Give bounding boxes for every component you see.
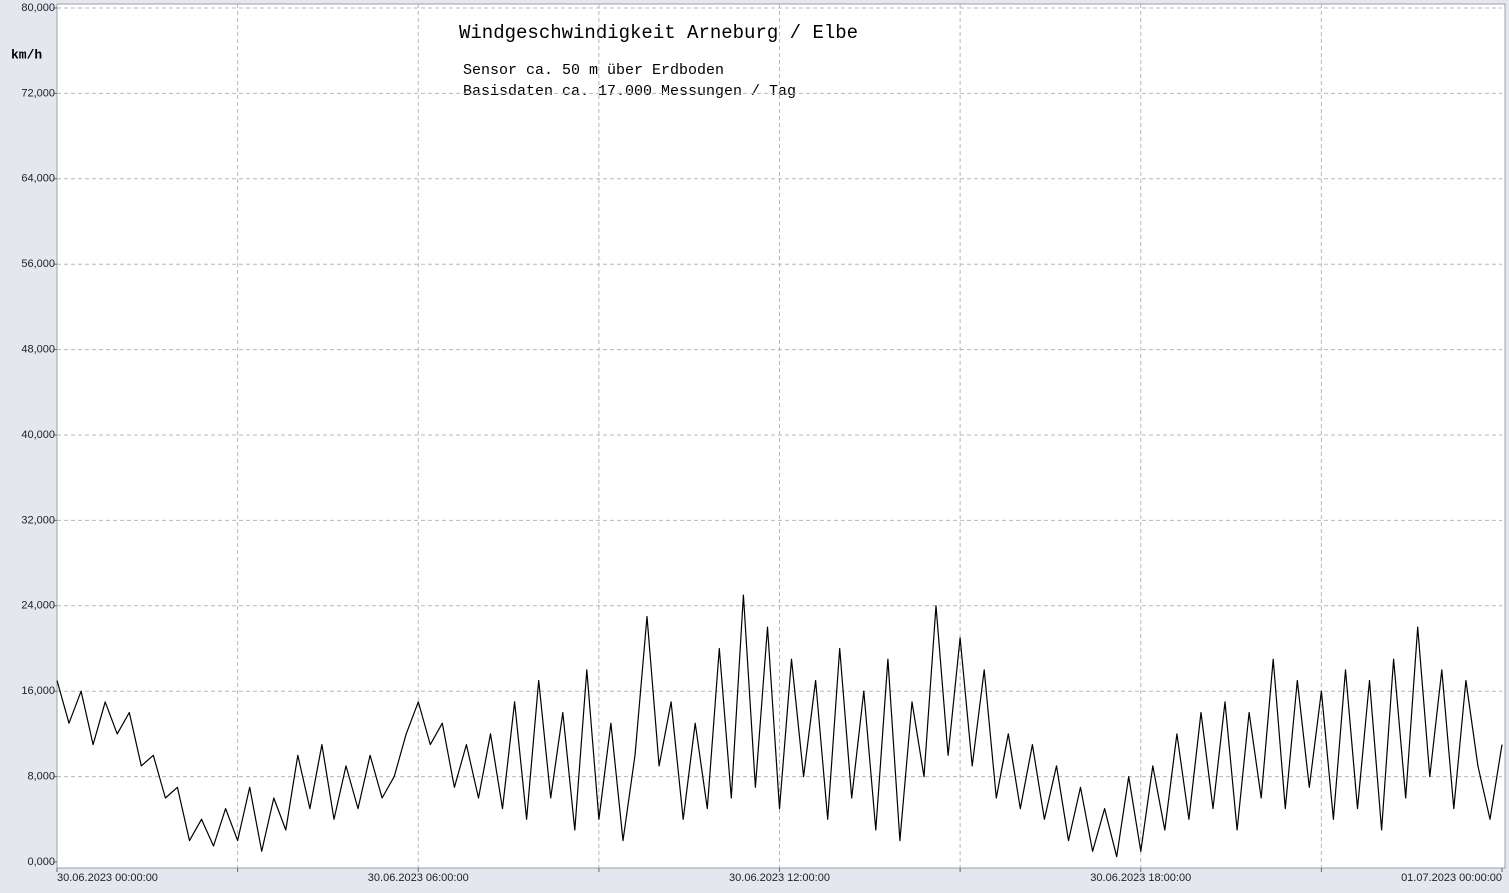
y-tick-label: 56,000 — [21, 258, 55, 270]
y-axis-label: km/h — [11, 47, 42, 62]
chart-subtitle: Basisdaten ca. 17.000 Messungen / Tag — [463, 83, 796, 100]
x-tick-label: 30.06.2023 06:00:00 — [368, 872, 469, 884]
y-tick-label: 16,000 — [21, 685, 55, 697]
y-tick-label: 48,000 — [21, 344, 55, 356]
chart-subtitle: Sensor ca. 50 m über Erdboden — [463, 62, 724, 79]
x-tick-label: 30.06.2023 12:00:00 — [729, 872, 830, 884]
y-tick-label: 8,000 — [27, 771, 55, 783]
plot-area — [56, 3, 1506, 869]
x-tick-label: 30.06.2023 18:00:00 — [1090, 872, 1191, 884]
chart-title: Windgeschwindigkeit Arneburg / Elbe — [459, 22, 858, 44]
x-tick-label: 01.07.2023 00:00:00 — [1401, 872, 1502, 884]
data-line — [56, 594, 1503, 858]
y-tick-label: 40,000 — [21, 429, 55, 441]
y-tick-label: 72,000 — [21, 87, 55, 99]
y-tick-label: 0,000 — [27, 856, 55, 868]
y-tick-label: 24,000 — [21, 600, 55, 612]
y-tick-label: 80,000 — [21, 2, 55, 14]
y-tick-label: 64,000 — [21, 173, 55, 185]
x-tick-label: 30.06.2023 00:00:00 — [57, 872, 158, 884]
y-tick-label: 32,000 — [21, 514, 55, 526]
